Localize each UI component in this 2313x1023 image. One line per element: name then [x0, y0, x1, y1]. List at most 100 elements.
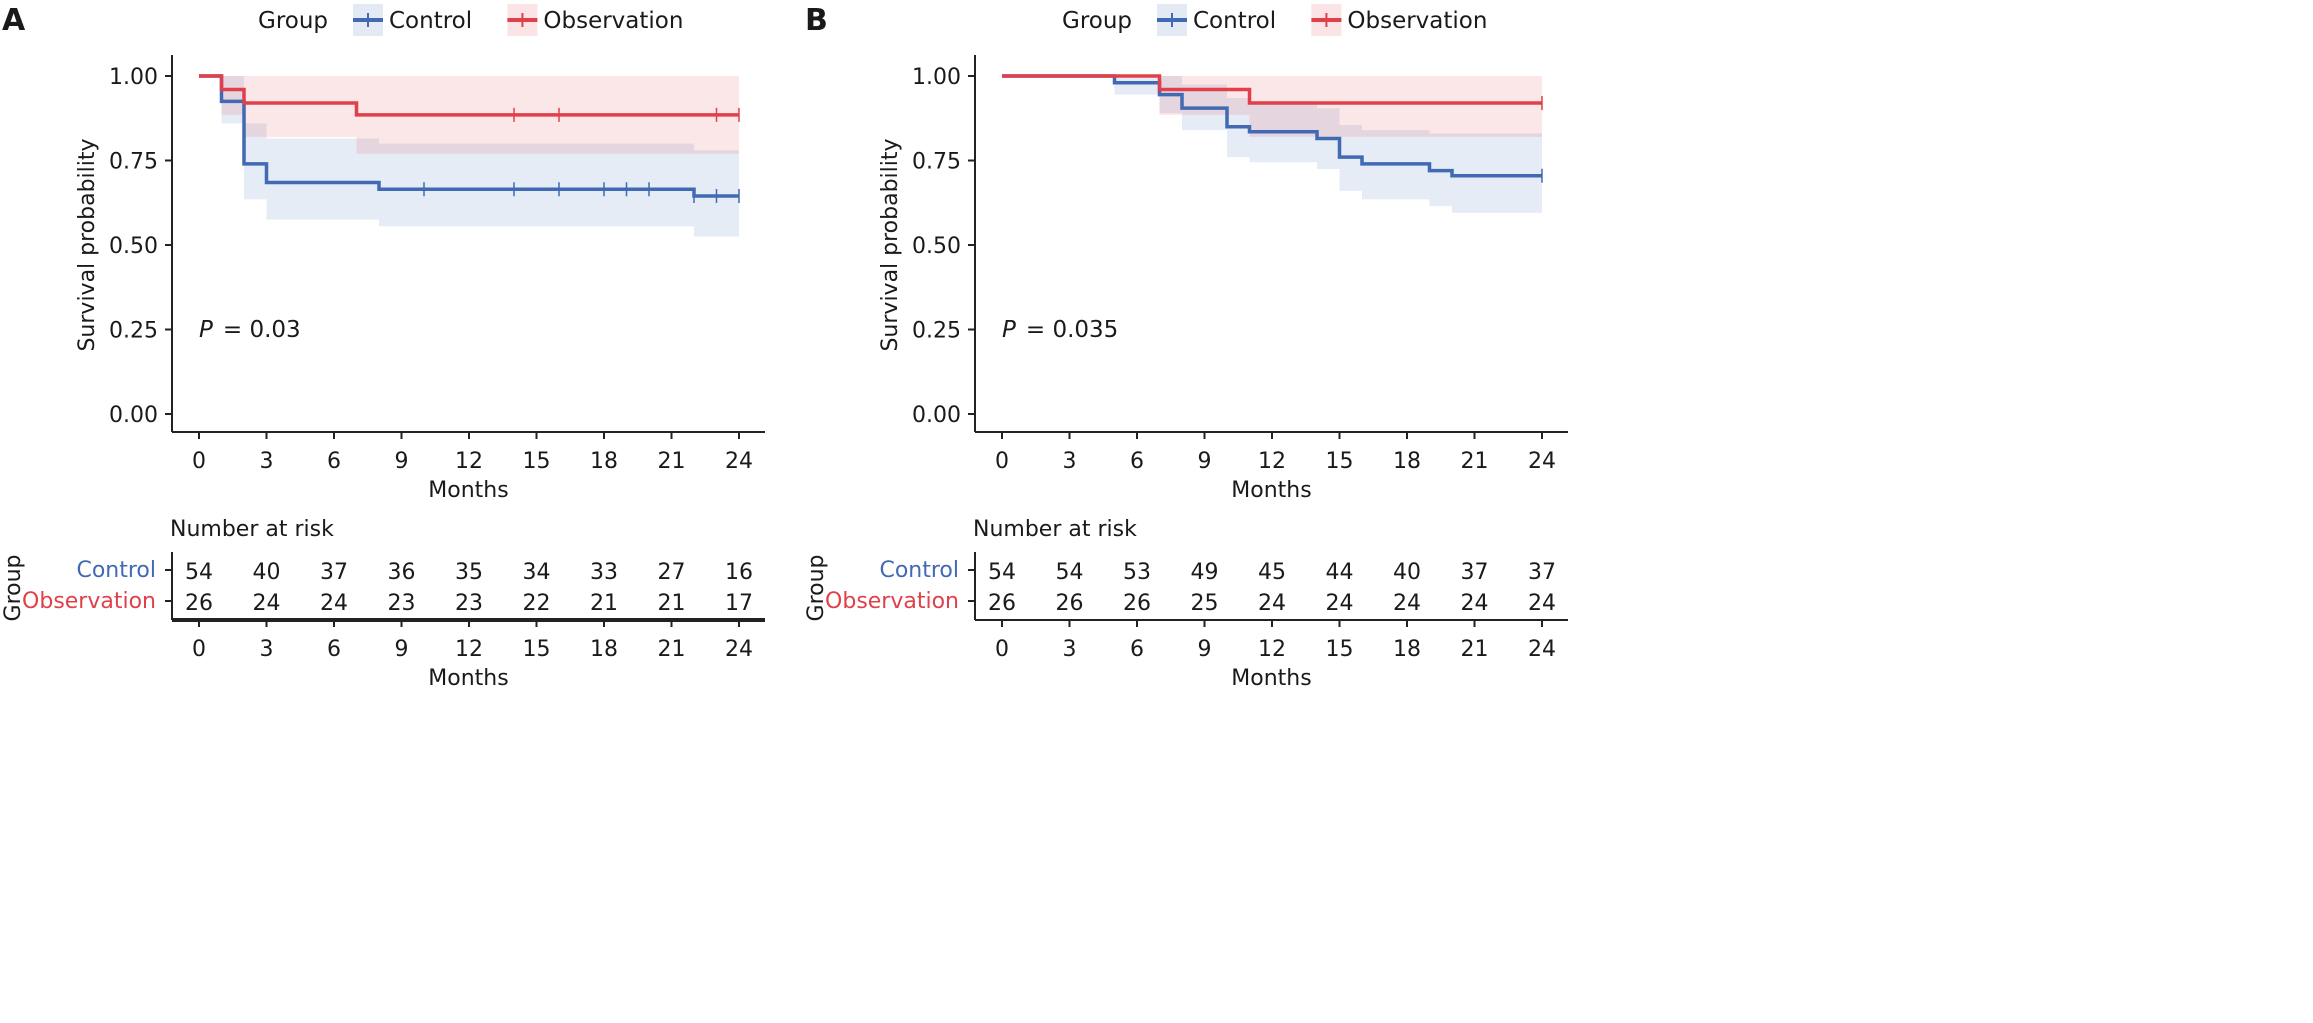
p-value-label: P — [1002, 317, 1016, 343]
x-axis-title: Months — [428, 478, 508, 503]
ci-band-observation — [1002, 76, 1542, 137]
risk-count: 24 — [320, 591, 348, 616]
legend-title: Group — [1062, 8, 1132, 34]
risk-count: 24 — [1461, 591, 1489, 616]
p-value-annotation: P = 0.03 — [199, 317, 301, 343]
risk-count: 44 — [1326, 560, 1354, 585]
risk-row-label-control: Control — [76, 558, 156, 583]
risk-count: 37 — [1461, 560, 1489, 585]
x-axis-title: Months — [1231, 478, 1311, 503]
risk-x-tick-label: 24 — [1528, 637, 1556, 662]
panel-label: A — [2, 3, 26, 38]
risk-x-tick-label: 21 — [1461, 637, 1489, 662]
risk-table-title: Number at risk — [973, 517, 1137, 542]
x-tick-label: 15 — [523, 449, 551, 474]
risk-count: 23 — [455, 591, 483, 616]
risk-count: 26 — [185, 591, 213, 616]
risk-count: 26 — [1123, 591, 1151, 616]
risk-count: 23 — [388, 591, 416, 616]
legend-label-observation: Observation — [1347, 8, 1487, 34]
risk-count: 24 — [1258, 591, 1286, 616]
risk-count: 35 — [455, 560, 483, 585]
legend-label-observation: Observation — [543, 8, 683, 34]
risk-count: 54 — [185, 560, 213, 585]
panel-label: B — [805, 3, 828, 38]
risk-count: 37 — [1528, 560, 1556, 585]
legend-key — [1157, 4, 1187, 36]
risk-count: 25 — [1191, 591, 1219, 616]
x-tick-label: 24 — [725, 449, 753, 474]
x-tick-label: 12 — [455, 449, 483, 474]
risk-count: 36 — [388, 560, 416, 585]
risk-table-title: Number at risk — [170, 517, 334, 542]
risk-x-tick-label: 9 — [395, 637, 409, 662]
risk-count: 37 — [320, 560, 348, 585]
risk-x-tick-label: 0 — [995, 637, 1009, 662]
risk-x-tick-label: 9 — [1198, 637, 1212, 662]
legend-key — [1311, 4, 1342, 36]
risk-count: 21 — [658, 591, 686, 616]
y-tick-label: 0.50 — [912, 234, 961, 259]
risk-count: 40 — [1393, 560, 1421, 585]
panel-b: B Group Control Observation 0.00 0.25 0.50 0.75… — [804, 3, 1568, 691]
risk-x-tick-label: 15 — [1326, 637, 1354, 662]
x-tick-label: 18 — [1393, 449, 1421, 474]
risk-count: 17 — [725, 591, 753, 616]
p-value-label: P — [199, 317, 213, 343]
risk-count: 40 — [253, 560, 281, 585]
x-tick-label: 3 — [260, 449, 274, 474]
x-tick-label: 18 — [590, 449, 618, 474]
risk-count: 24 — [253, 591, 281, 616]
risk-table-y-title: Group — [804, 555, 829, 622]
x-tick-label: 6 — [327, 449, 341, 474]
x-tick-label: 24 — [1528, 449, 1556, 474]
p-value-annotation: P = 0.035 — [1002, 317, 1118, 343]
panel-a: A Group Control Observation 0.00 0.25 0.50 0.75… — [1, 3, 765, 691]
risk-row-label-control: Control — [879, 558, 959, 583]
x-tick-label: 9 — [1198, 449, 1212, 474]
x-tick-label: 21 — [1461, 449, 1489, 474]
p-value-text: = 0.03 — [223, 317, 301, 343]
risk-row-label-observation: Observation — [22, 589, 156, 614]
survival-line-observation — [199, 74, 739, 117]
x-tick-label: 0 — [192, 449, 206, 474]
risk-x-tick-label: 12 — [1258, 637, 1286, 662]
risk-count: 21 — [590, 591, 618, 616]
risk-count: 33 — [590, 560, 618, 585]
y-tick-label: 0.50 — [109, 234, 158, 259]
x-tick-label: 12 — [1258, 449, 1286, 474]
y-tick-label: 0.25 — [912, 319, 961, 344]
risk-x-tick-label: 24 — [725, 637, 753, 662]
risk-count: 49 — [1191, 560, 1219, 585]
y-tick-label: 0.25 — [109, 319, 158, 344]
risk-x-axis-title: Months — [428, 666, 508, 691]
risk-x-tick-label: 18 — [590, 637, 618, 662]
risk-x-tick-label: 12 — [455, 637, 483, 662]
risk-count: 53 — [1123, 560, 1151, 585]
risk-count: 54 — [1056, 560, 1084, 585]
risk-x-tick-label: 6 — [1130, 637, 1144, 662]
x-tick-label: 3 — [1063, 449, 1077, 474]
y-tick-label: 0.00 — [109, 403, 158, 428]
legend-key — [507, 4, 538, 36]
y-axis-title: Survival probability — [878, 138, 903, 351]
risk-count: 27 — [658, 560, 686, 585]
ci-band-control — [199, 76, 739, 237]
y-tick-label: 0.00 — [912, 403, 961, 428]
risk-x-axis-title: Months — [1231, 666, 1311, 691]
risk-count: 26 — [988, 591, 1016, 616]
y-tick-label: 1.00 — [912, 65, 961, 90]
legend-key — [353, 4, 383, 36]
risk-count: 54 — [988, 560, 1016, 585]
legend-label-control: Control — [389, 8, 472, 34]
risk-count: 16 — [725, 560, 753, 585]
risk-x-tick-label: 18 — [1393, 637, 1421, 662]
risk-count: 26 — [1056, 591, 1084, 616]
x-tick-label: 21 — [658, 449, 686, 474]
y-tick-label: 1.00 — [109, 65, 158, 90]
risk-table-y-title: Group — [1, 555, 26, 622]
x-tick-label: 6 — [1130, 449, 1144, 474]
risk-x-tick-label: 15 — [523, 637, 551, 662]
y-axis-title: Survival probability — [75, 138, 100, 351]
